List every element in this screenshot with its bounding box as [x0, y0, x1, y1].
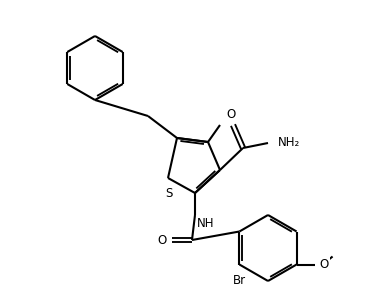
Text: S: S: [165, 187, 173, 200]
Text: Br: Br: [233, 275, 246, 288]
Text: NH: NH: [197, 217, 214, 230]
Text: O: O: [226, 108, 236, 121]
Text: NH₂: NH₂: [278, 136, 300, 150]
Text: O: O: [158, 233, 167, 247]
Text: O: O: [320, 258, 329, 271]
